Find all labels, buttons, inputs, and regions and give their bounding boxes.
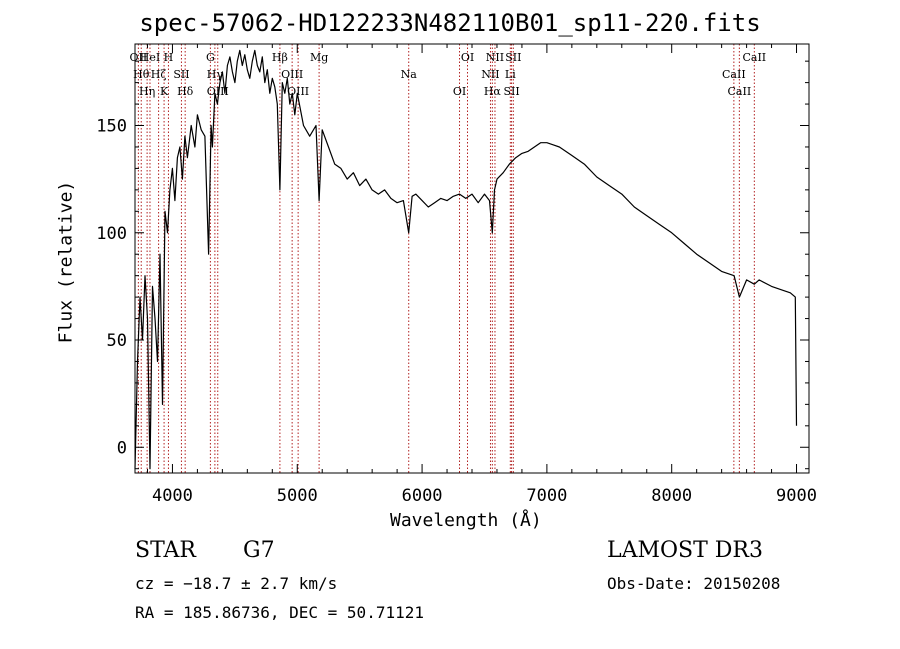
y-tick-label: 150 bbox=[96, 117, 127, 137]
survey-name: LAMOST DR3 bbox=[607, 538, 763, 563]
spectral-line-label: HeI bbox=[140, 51, 160, 64]
spectral-line-label: NII bbox=[486, 51, 504, 64]
spectral-line-label: OI bbox=[461, 51, 474, 64]
spectral-line-label: G bbox=[206, 51, 215, 64]
spectral-line-label: OIII bbox=[281, 68, 303, 81]
y-tick-label: 50 bbox=[107, 331, 127, 351]
spectral-line-label: K bbox=[160, 85, 169, 98]
x-tick-label: 6000 bbox=[402, 486, 443, 506]
spectral-line-label: CaII bbox=[742, 51, 766, 64]
x-tick-label: 8000 bbox=[651, 486, 692, 506]
flux-line bbox=[134, 49, 798, 470]
spectral-line-label: SII bbox=[503, 85, 519, 98]
spectral-line-label: OII bbox=[130, 51, 148, 64]
y-axis-ticks: 0 50 100 150 bbox=[96, 60, 809, 470]
y-tick-label: 100 bbox=[96, 224, 127, 244]
x-tick-label: 7000 bbox=[526, 486, 567, 506]
spectral-line-label: OIII bbox=[207, 85, 229, 98]
spectral-line-label: SII bbox=[173, 68, 189, 81]
x-tick-label: 5000 bbox=[277, 486, 318, 506]
spectral-line-label: Hβ bbox=[272, 51, 288, 64]
spectral-line-label: NII bbox=[481, 68, 499, 81]
coordinates: RA = 185.86736, DEC = 50.71121 bbox=[135, 603, 424, 622]
spectral-line-label: OIII bbox=[287, 85, 309, 98]
redshift-velocity: cz = −18.7 ± 2.7 km/s bbox=[135, 574, 338, 593]
spectral-line-label: CaII bbox=[728, 85, 752, 98]
spectral-line-labels: OII Hθ Hη HeI Hζ K H SII Hδ G Hγ OIII Hβ OIII OIII Mg Na… bbox=[130, 51, 767, 98]
y-tick-label: 0 bbox=[117, 438, 127, 458]
spectral-line-markers bbox=[137, 44, 755, 473]
x-axis-label: Wavelength (Å) bbox=[390, 510, 542, 531]
flux-series bbox=[134, 49, 798, 470]
spectral-line-label: Hγ bbox=[207, 68, 224, 81]
spectral-line-label: Hζ bbox=[151, 68, 167, 81]
spectral-line-label: Hδ bbox=[177, 85, 194, 98]
spectral-line-label: Li bbox=[505, 68, 516, 81]
plot-frame bbox=[134, 43, 810, 474]
spectral-line-label: Mg bbox=[310, 51, 328, 64]
spectral-line-label: Hη bbox=[139, 85, 155, 98]
x-axis-ticks: 4000 5000 6000 7000 8000 9000 bbox=[146, 44, 817, 506]
spectral-line-label: SII bbox=[505, 51, 521, 64]
x-tick-label: 4000 bbox=[152, 486, 193, 506]
spectral-line-label: Hα bbox=[484, 85, 502, 98]
spectral-line-label: OI bbox=[453, 85, 466, 98]
spectral-line-label: H bbox=[164, 51, 174, 64]
spectral-line-label: CaII bbox=[722, 68, 746, 81]
object-class: STAR bbox=[135, 538, 196, 563]
x-tick-label: 9000 bbox=[776, 486, 817, 506]
spectral-line-label: Hθ bbox=[133, 68, 150, 81]
spectral-line-label: Na bbox=[401, 68, 418, 81]
object-subclass: G7 bbox=[243, 538, 275, 563]
y-axis-label: Flux (relative) bbox=[55, 180, 77, 344]
chart-title: spec-57062-HD122233N482110B01_sp11-220.f… bbox=[139, 9, 761, 37]
observation-date: Obs-Date: 20150208 bbox=[607, 574, 781, 593]
